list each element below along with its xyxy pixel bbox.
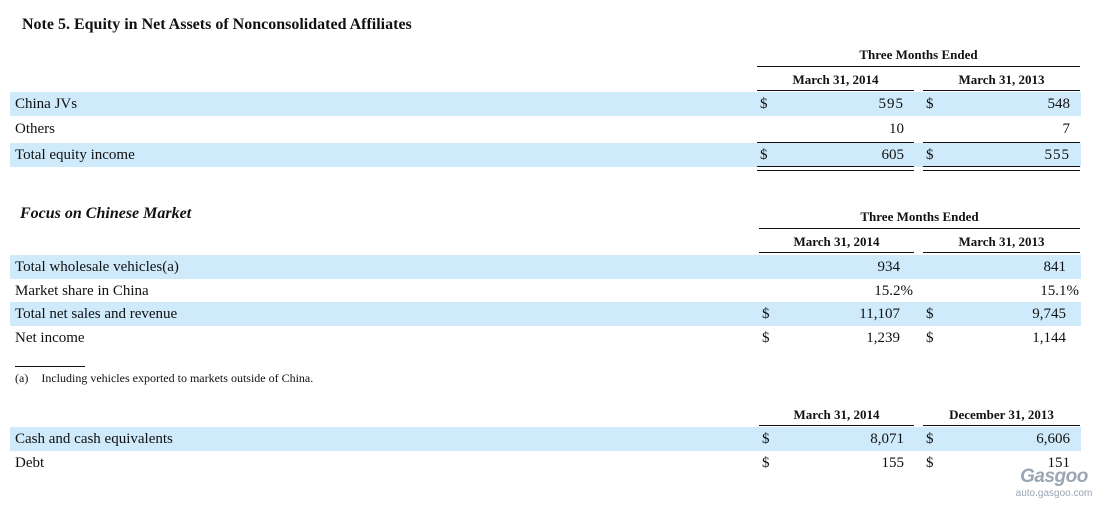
table2-row-value: 1,144	[1032, 330, 1066, 346]
table1-col2-header: March 31, 2013	[958, 72, 1045, 87]
table1-row-value: 10	[889, 121, 904, 137]
table1-col1-header: March 31, 2014	[792, 72, 879, 87]
table1-row-label: Total equity income	[15, 147, 135, 163]
table2-col2-rule	[923, 252, 1080, 253]
table1-group-header: Three Months Ended	[859, 47, 978, 62]
table2-row-value: 841	[1043, 259, 1067, 275]
table1-group-rule	[757, 66, 1080, 67]
table1-row-currency: $	[760, 147, 768, 163]
table2-row-band	[10, 302, 1081, 326]
table1-col1-rule	[757, 90, 914, 91]
table1-col2-rule	[923, 90, 1080, 91]
table1-row-value: 555	[1044, 147, 1070, 163]
table2-row-label: Net income	[15, 330, 85, 346]
table3-row-currency: $	[926, 455, 934, 471]
table1-row-band	[10, 92, 1081, 116]
table1-row-value: 595	[878, 96, 904, 112]
table2-row-value: 9,745	[1032, 306, 1066, 322]
table2-col1-header: March 31, 2014	[793, 234, 880, 249]
table3-row-value: 8,071	[870, 431, 904, 447]
table2-group-rule	[759, 228, 1080, 229]
note-title: Note 5. Equity in Net Assets of Nonconso…	[22, 16, 412, 33]
table3-col2-header: December 31, 2013	[949, 407, 1054, 422]
footnote-separator	[15, 366, 85, 367]
table3-col2-rule	[923, 425, 1080, 426]
table2-row-label: Market share in China	[15, 283, 149, 299]
table1-row-currency: $	[926, 96, 934, 112]
footnote-text: Including vehicles exported to markets o…	[41, 371, 314, 385]
section-title: Focus on Chinese Market	[20, 205, 192, 222]
table2-row-value: 934	[877, 259, 901, 275]
table2-row-currency: $	[926, 330, 934, 346]
table2-row-label: Total wholesale vehicles(a)	[15, 259, 179, 275]
watermark-url: auto.gasgoo.com	[1015, 488, 1093, 499]
table3-row-value: 151	[1047, 455, 1071, 471]
watermark-logo: Gasgoo	[1020, 466, 1088, 487]
table3-row-label: Cash and cash equivalents	[15, 431, 173, 447]
table3-row-currency: $	[762, 455, 770, 471]
table3-col1-header: March 31, 2014	[793, 407, 880, 422]
table2-row-label: Total net sales and revenue	[15, 306, 178, 322]
table1-subtotal-rule	[923, 142, 1080, 143]
table3-row-currency: $	[762, 431, 770, 447]
table2-row-value: 1,239	[866, 330, 900, 346]
table2-row-currency: $	[762, 330, 770, 346]
table1-row-value: 605	[881, 147, 905, 163]
table1-row-label: China JVs	[15, 96, 78, 112]
table1-row-value: 7	[1062, 121, 1071, 137]
gasgoo-watermark: Gasgoo auto.gasgoo.com	[1010, 466, 1098, 499]
table1-row-value: 548	[1047, 96, 1071, 112]
table1-row-band	[10, 143, 1081, 167]
table2-col2-header: March 31, 2013	[958, 234, 1045, 249]
table1-row-currency: $	[760, 96, 768, 112]
table2-row-band	[10, 255, 1081, 279]
table3-row-value: 155	[881, 455, 905, 471]
table2-row-value: 11,107	[859, 306, 900, 322]
table2-group-header: Three Months Ended	[860, 209, 979, 224]
table1-subtotal-rule	[757, 142, 914, 143]
table1-row-currency: $	[926, 147, 934, 163]
table1-total-double-rule	[757, 166, 914, 171]
table3-col1-rule	[759, 425, 914, 426]
footnote: (a) Including vehicles exported to marke…	[15, 371, 313, 386]
table1-total-double-rule	[923, 166, 1080, 171]
table3-row-band	[10, 427, 1081, 451]
table2-row-value: 15.1%	[1040, 283, 1079, 299]
table2-row-value: 15.2%	[874, 283, 913, 299]
table2-col1-rule	[759, 252, 914, 253]
footnote-marker: (a)	[15, 371, 29, 385]
table3-row-label: Debt	[15, 455, 45, 471]
table2-row-currency: $	[762, 306, 770, 322]
table2-row-currency: $	[926, 306, 934, 322]
table3-row-value: 6,606	[1036, 431, 1070, 447]
table1-row-label: Others	[15, 121, 55, 137]
table3-row-currency: $	[926, 431, 934, 447]
